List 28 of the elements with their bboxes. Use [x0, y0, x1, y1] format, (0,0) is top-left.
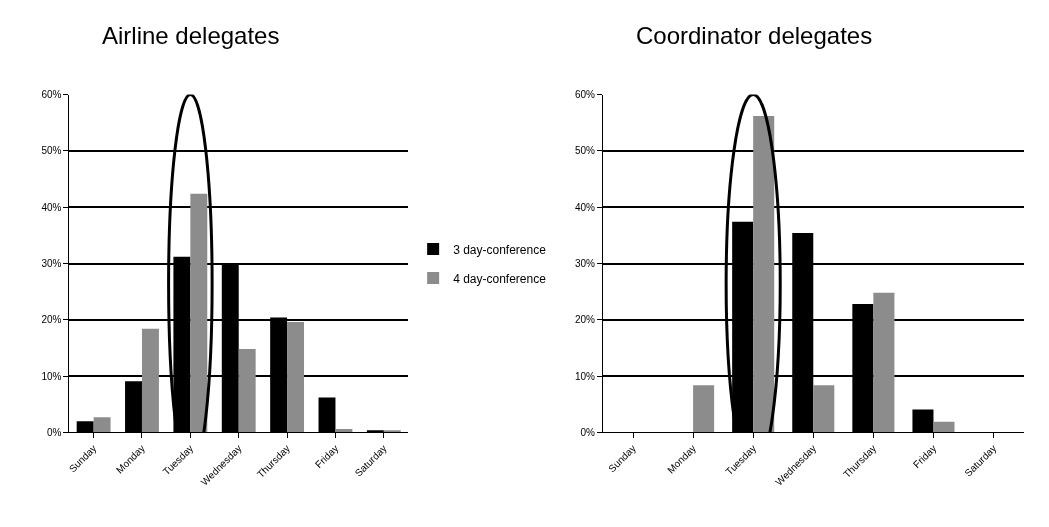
legend-label: 3 day-conference [453, 242, 547, 257]
y-tick-label: 20% [41, 314, 62, 326]
bar [933, 421, 955, 433]
bar [141, 328, 159, 433]
bar [813, 385, 835, 433]
y-tick-label: 20% [574, 314, 596, 326]
y-tick-label: 10% [574, 370, 596, 382]
y-tick-label: 60% [574, 89, 596, 101]
y-tick-label: 30% [41, 258, 62, 269]
bar [873, 292, 895, 433]
y-tick-label: 40% [574, 201, 596, 213]
chart-title: Airline delegates [102, 22, 280, 49]
y-tick-label: 50% [574, 145, 596, 157]
y-tick-label: 0% [580, 426, 596, 438]
bar [190, 193, 208, 433]
bar [693, 385, 715, 433]
bar [93, 417, 111, 433]
y-tick-label: 40% [41, 201, 62, 213]
y-tick-label: 10% [41, 370, 62, 382]
chart-title: Coordinator delegates [636, 22, 873, 49]
y-tick-label: 30% [574, 258, 596, 269]
legend-label: 4 day-conference [453, 271, 547, 286]
y-tick-label: 60% [41, 89, 62, 101]
y-tick-label: 0% [46, 426, 62, 438]
bar [287, 322, 305, 433]
bar [238, 349, 256, 433]
bar [753, 115, 775, 433]
y-tick-label: 50% [41, 145, 62, 157]
